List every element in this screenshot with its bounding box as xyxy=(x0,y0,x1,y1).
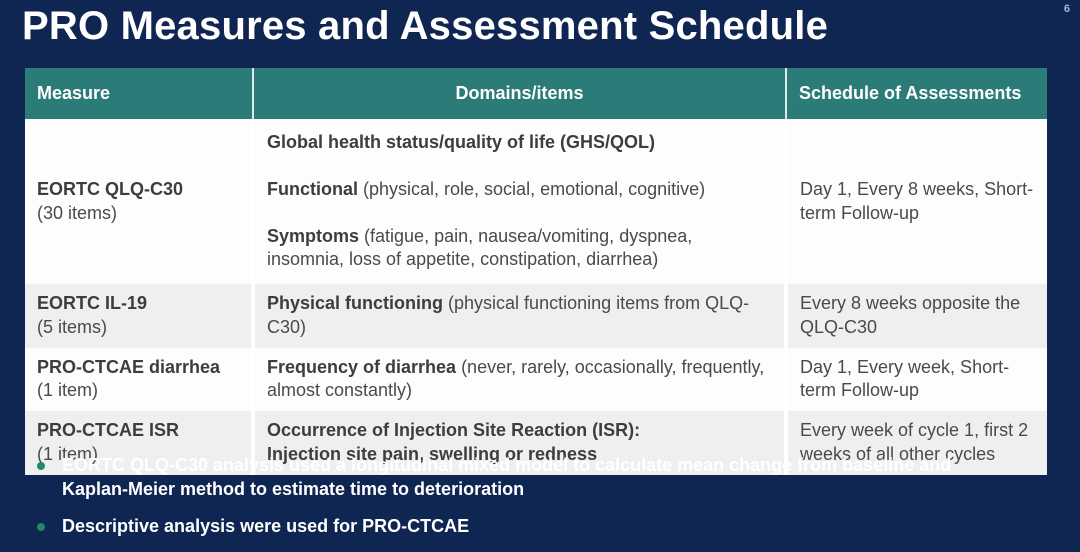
measure-cell: EORTC IL-19 (5 items) xyxy=(25,284,253,348)
measure-item-count: (5 items) xyxy=(37,316,108,337)
domains-cell: Frequency of diarrhea (never, rarely, oc… xyxy=(251,347,786,411)
measure-item-count: (30 items) xyxy=(37,202,118,223)
schedule-cell: Every 8 weeks opposite the QLQ-C30 xyxy=(784,284,1047,348)
domain-bold-text: Global health status/quality of life (GH… xyxy=(267,132,656,152)
domain-paragraph: Occurrence of Injection Site Reaction (I… xyxy=(267,419,772,443)
domain-paragraph: Symptoms (fatigue, pain, nausea/vomiting… xyxy=(267,225,772,273)
domains-cell: Occurrence of Injection Site Reaction (I… xyxy=(251,411,786,475)
measure-cell: PRO-CTCAE ISR (1 item) xyxy=(25,411,253,475)
domain-regular-text: (physical functioning items from QLQ-C30… xyxy=(267,293,750,337)
column-header-measure: Measure xyxy=(25,68,253,119)
measure-name: EORTC QLQ-C30 xyxy=(37,178,184,199)
note-text: Descriptive analysis were used for PRO-C… xyxy=(62,515,470,536)
table-row-pro-ctcae-diarrhea: PRO-CTCAE diarrhea (1 item) Frequency of… xyxy=(25,347,1047,411)
measure-cell: PRO-CTCAE diarrhea (1 item) xyxy=(25,347,253,411)
assessment-table: Measure Domains/items Schedule of Assess… xyxy=(25,68,1047,475)
domain-bold-text: Injection site pain, swelling or redness xyxy=(267,443,598,464)
measure-name: PRO-CTCAE ISR xyxy=(37,420,180,440)
domain-paragraph: Functional (physical, role, social, emot… xyxy=(267,178,772,202)
domains-cell: Physical functioning (physical functioni… xyxy=(251,284,786,348)
slide-title: PRO Measures and Assessment Schedule xyxy=(22,4,829,48)
table-header-row: Measure Domains/items Schedule of Assess… xyxy=(25,68,1047,119)
measure-item-count: (1 item) xyxy=(37,443,99,464)
measure-name: PRO-CTCAE diarrhea xyxy=(37,356,221,377)
measure-name: EORTC IL-19 xyxy=(37,293,148,313)
note-item: EORTC QLQ-C30 analysis used a longitudin… xyxy=(27,454,1053,502)
column-header-schedule: Schedule of Assessments xyxy=(785,68,1047,119)
note-item: Descriptive analysis were used for PRO-C… xyxy=(27,515,1053,539)
domain-regular-text: (never, rarely, occasionally, frequently… xyxy=(267,356,765,401)
domain-bold-text: Physical functioning xyxy=(267,293,444,313)
domain-bold-text: Functional xyxy=(267,178,358,199)
domain-regular-text: (physical, role, social, emotional, cogn… xyxy=(358,178,706,199)
domain-bold-text: Frequency of diarrhea xyxy=(267,356,457,377)
domains-cell: Global health status/quality of life (GH… xyxy=(251,119,786,284)
schedule-cell: Day 1, Every 8 weeks, Short-term Follow-… xyxy=(784,119,1047,284)
measure-cell: EORTC QLQ-C30 (30 items) xyxy=(25,119,253,284)
bullet-icon xyxy=(37,462,45,470)
table-row-eortc-il-19: EORTC IL-19 (5 items) Physical functioni… xyxy=(25,284,1047,348)
column-header-domains: Domains/items xyxy=(252,68,786,119)
domain-paragraph: Frequency of diarrhea (never, rarely, oc… xyxy=(267,356,772,404)
notes-section: EORTC QLQ-C30 analysis used a longitudin… xyxy=(27,454,1053,552)
bullet-icon xyxy=(37,522,45,531)
schedule-cell: Day 1, Every week, Short-term Follow-up xyxy=(784,347,1047,411)
domain-bold-text: Symptoms xyxy=(267,225,360,246)
measure-item-count: (1 item) xyxy=(37,380,99,401)
table-row-eortc-qlq-c30: EORTC QLQ-C30 (30 items) Global health s… xyxy=(25,119,1047,284)
domain-paragraph: Global health status/quality of life (GH… xyxy=(267,131,772,155)
domain-regular-text: (fatigue, pain, nausea/vomiting, dyspnea… xyxy=(267,225,693,270)
schedule-cell: Every week of cycle 1, first 2 weeks of … xyxy=(784,411,1047,475)
note-text: EORTC QLQ-C30 analysis used a longitudin… xyxy=(62,455,952,499)
domain-paragraph: Injection site pain, swelling or redness xyxy=(267,443,772,467)
domain-paragraph: Physical functioning (physical functioni… xyxy=(267,292,772,340)
page-number: 6 xyxy=(1063,3,1070,15)
domain-bold-text: Occurrence of Injection Site Reaction (I… xyxy=(267,420,641,440)
table-row-pro-ctcae-isr: PRO-CTCAE ISR (1 item) Occurrence of Inj… xyxy=(25,411,1047,475)
